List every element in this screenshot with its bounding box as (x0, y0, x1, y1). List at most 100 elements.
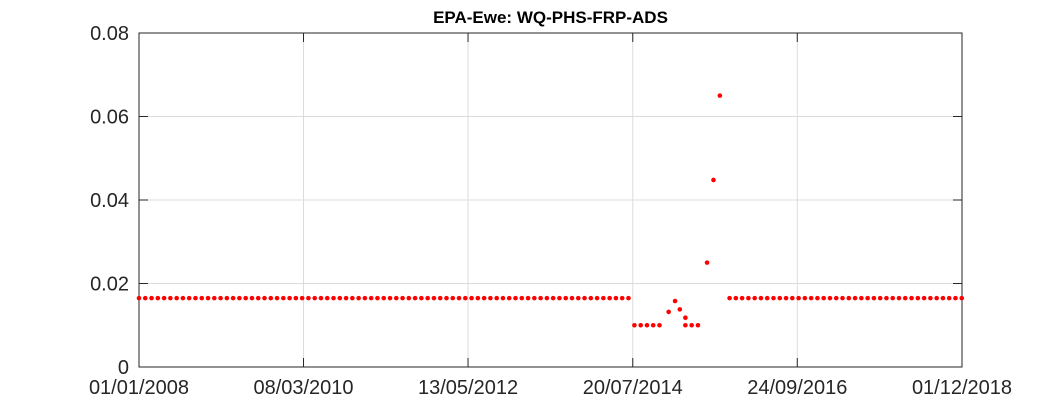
data-point (833, 295, 839, 301)
data-point (212, 295, 217, 301)
data-point (400, 295, 405, 301)
data-point (425, 295, 430, 301)
data-point (940, 295, 946, 301)
x-tick-label: 08/03/2010 (253, 377, 353, 399)
data-point (644, 322, 650, 328)
data-point (717, 93, 723, 98)
data-point (450, 295, 456, 301)
data-point (199, 295, 205, 301)
data-point (884, 295, 889, 301)
grid-layer (138, 32, 963, 368)
data-point (375, 295, 380, 301)
data-point (519, 295, 525, 301)
data-point (764, 295, 770, 301)
data-point (193, 295, 198, 301)
data-point (915, 295, 921, 301)
y-tick-label: 0 (118, 357, 129, 379)
data-point (186, 295, 192, 301)
data-point (711, 177, 716, 183)
data-point (632, 322, 637, 328)
x-tick-label: 20/07/2014 (583, 377, 683, 399)
data-point (909, 295, 914, 301)
data-point (513, 295, 518, 301)
data-point (852, 295, 858, 301)
data-point (790, 295, 795, 301)
data-point (672, 298, 678, 304)
data-point (902, 295, 908, 301)
data-point (802, 295, 808, 301)
data-point (149, 295, 154, 301)
data-point (550, 295, 556, 301)
data-point (362, 295, 368, 301)
data-point (613, 295, 619, 301)
y-tick-label: 0.04 (90, 190, 129, 212)
data-point (575, 295, 581, 301)
data-point (859, 295, 864, 301)
data-point (808, 295, 814, 301)
data-point (815, 295, 820, 301)
data-point (563, 295, 569, 301)
data-point (865, 295, 870, 301)
data-point (481, 295, 487, 301)
data-point (506, 295, 512, 301)
data-point (412, 295, 418, 301)
data-point (456, 295, 462, 301)
data-point (840, 295, 845, 301)
data-point (262, 295, 267, 301)
data-point (205, 295, 211, 301)
data-point (733, 295, 739, 301)
data-point (312, 295, 318, 301)
data-point (174, 295, 179, 301)
data-point (846, 295, 852, 301)
data-point (281, 295, 286, 301)
data-point (666, 309, 671, 315)
data-point (161, 295, 167, 301)
data-point (758, 295, 764, 301)
data-point (727, 295, 732, 301)
data-point (255, 295, 261, 301)
data-point (419, 295, 424, 301)
data-point (274, 295, 280, 301)
data-point (569, 295, 575, 301)
data-point (538, 295, 543, 301)
data-point (142, 295, 148, 301)
y-tick-label: 0.06 (90, 107, 129, 129)
data-point (287, 295, 292, 301)
data-point (331, 295, 336, 301)
data-point (650, 322, 656, 328)
data-point (387, 295, 393, 301)
data-point (155, 295, 161, 301)
data-point (237, 295, 242, 301)
data-point (444, 295, 449, 301)
data-point (890, 295, 896, 301)
data-point (532, 295, 537, 301)
data-point (350, 295, 355, 301)
x-tick-label: 01/12/2018 (912, 377, 1012, 399)
chart-title: EPA-Ewe: WQ-PHS-FRP-ADS (433, 8, 668, 27)
data-point (796, 295, 801, 301)
data-point (689, 322, 694, 328)
data-point (431, 295, 437, 301)
data-point (437, 295, 443, 301)
data-point (475, 295, 481, 301)
data-point (299, 295, 305, 301)
data-point (544, 295, 550, 301)
data-point (638, 322, 643, 328)
x-tick-label: 24/09/2016 (747, 377, 847, 399)
data-point (337, 295, 343, 301)
x-tick-label: 01/01/2008 (89, 377, 189, 399)
data-point (268, 295, 274, 301)
data-point (582, 295, 587, 301)
data-point (249, 295, 255, 301)
data-point (500, 295, 506, 301)
data-point (953, 295, 958, 301)
data-point (525, 295, 531, 301)
data-point (683, 322, 688, 328)
data-point (356, 295, 361, 301)
data-point (601, 295, 606, 301)
data-point (343, 295, 349, 301)
data-point (463, 295, 468, 301)
data-point (877, 295, 883, 301)
data-point (136, 295, 142, 301)
